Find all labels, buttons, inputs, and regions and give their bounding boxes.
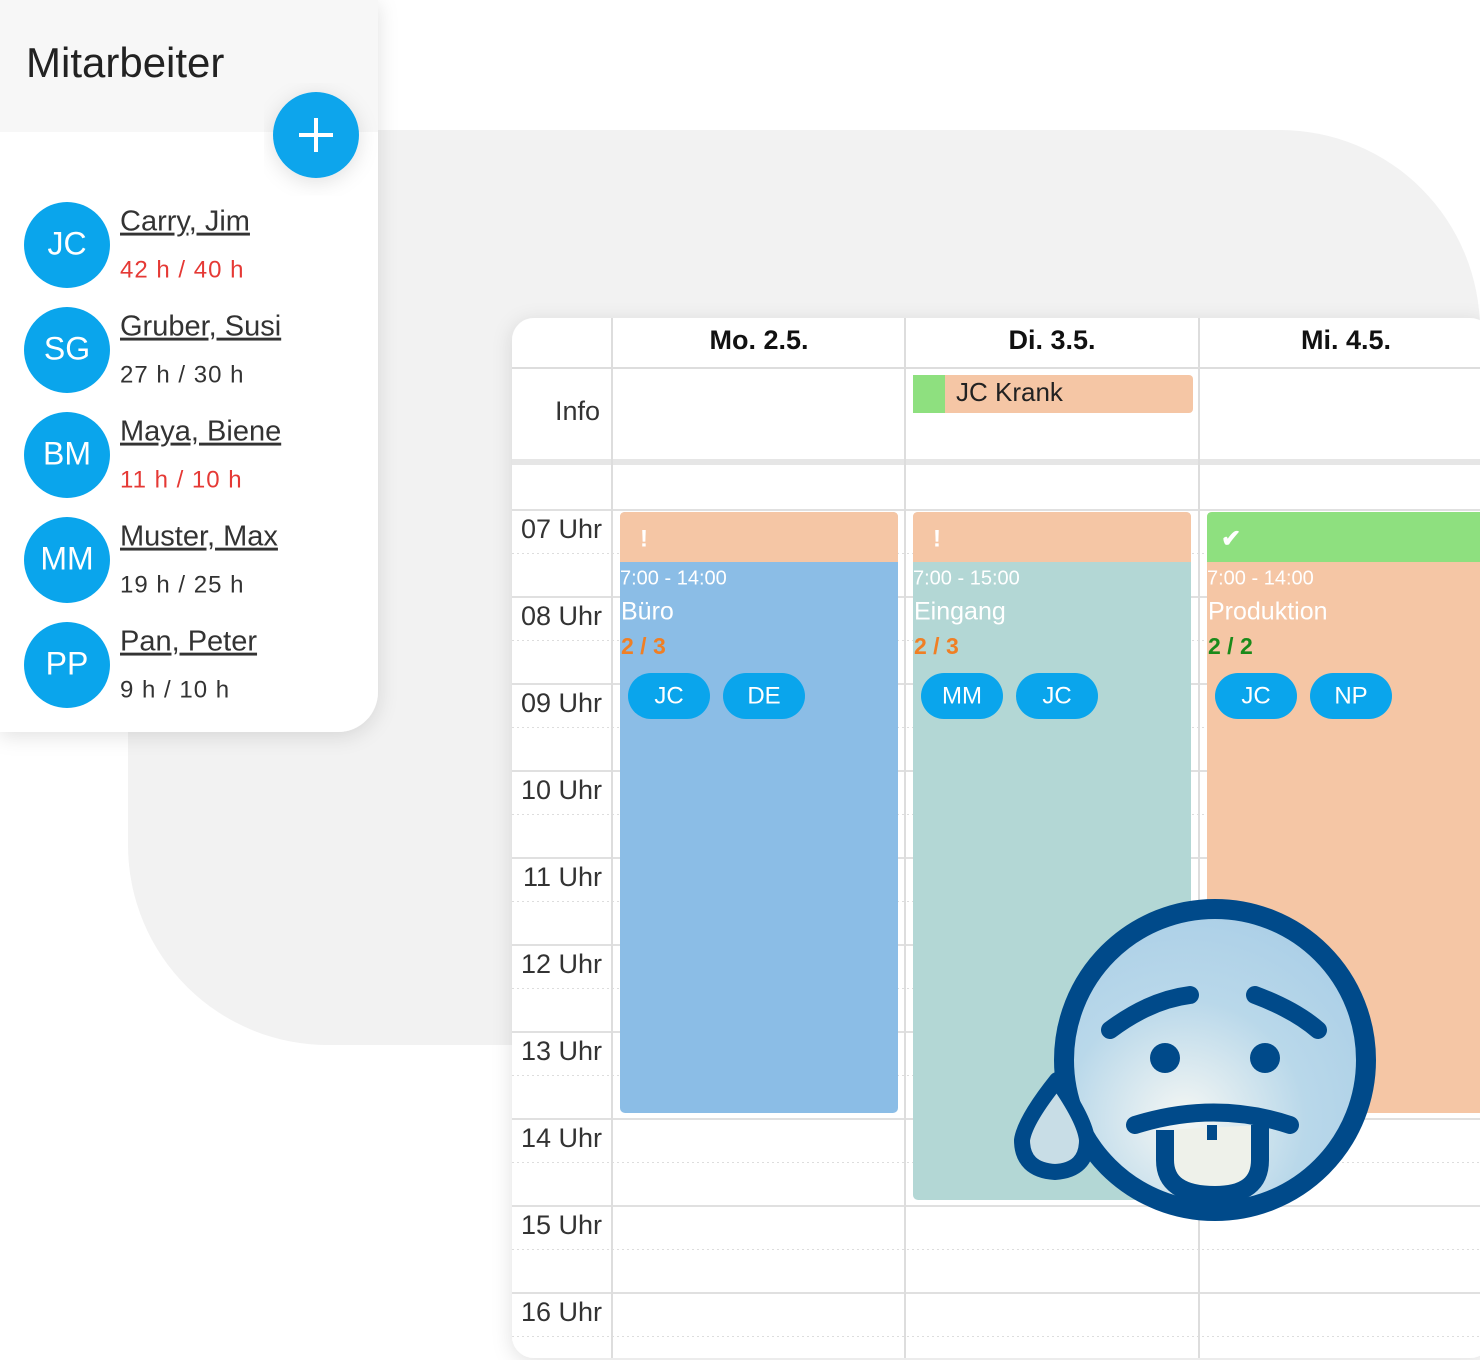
person-initials: JC bbox=[1241, 682, 1270, 709]
hour-label: 08 Uhr bbox=[521, 601, 602, 631]
shift-header bbox=[913, 512, 1191, 562]
employee-hours: 42 h / 40 h bbox=[120, 256, 244, 283]
avatar-initials: PP bbox=[46, 645, 89, 681]
avatar bbox=[24, 412, 110, 498]
shift-status: ! bbox=[933, 525, 941, 552]
info-event[interactable] bbox=[913, 375, 1193, 413]
employee-hours: 9 h / 10 h bbox=[120, 676, 230, 703]
shift-status: ! bbox=[640, 525, 648, 552]
shift-place: Produktion bbox=[1208, 598, 1328, 626]
day-label: Di. 3.5. bbox=[1008, 325, 1095, 355]
employee-name[interactable]: Carry, Jim bbox=[120, 206, 250, 238]
hour-label: 09 Uhr bbox=[521, 688, 602, 718]
day-label: Mi. 4.5. bbox=[1301, 325, 1391, 355]
person-pill[interactable] bbox=[723, 673, 805, 719]
person-initials: MM bbox=[942, 682, 982, 709]
info-event-marker bbox=[913, 375, 945, 413]
shift-header bbox=[1207, 512, 1480, 562]
hour-label: 16 Uhr bbox=[521, 1297, 602, 1327]
info-label: Info bbox=[555, 396, 600, 426]
day-label: Mo. 2.5. bbox=[709, 325, 808, 355]
employee-list: JC Carry, Jim 42 h / 40 h SG Gruber, Susi 27 … bbox=[24, 202, 281, 708]
employee-name[interactable]: Pan, Peter bbox=[120, 626, 257, 658]
person-initials: DE bbox=[747, 682, 780, 709]
person-initials: JC bbox=[1042, 682, 1071, 709]
avatar-initials: BM bbox=[43, 435, 91, 471]
employee-hours: 11 h / 10 h bbox=[120, 466, 243, 493]
person-initials: JC bbox=[654, 682, 683, 709]
calendar-grid: Info 07 Uhr 08 Uhr 09 Uhr 10 Uhr 11 Uhr 12 Uhr… bbox=[512, 318, 1480, 1358]
hour-label: 13 Uhr bbox=[521, 1036, 602, 1066]
employee-title: Mitarbeiter bbox=[26, 39, 224, 86]
add-icon[interactable] bbox=[299, 118, 333, 152]
hour-label: 12 Uhr bbox=[521, 949, 602, 979]
shift-staffing: 2 / 2 bbox=[1208, 633, 1253, 659]
shift-place: Eingang bbox=[914, 598, 1006, 626]
avatar-initials: JC bbox=[47, 225, 86, 261]
person-pill[interactable] bbox=[1016, 673, 1098, 719]
hour-label: 15 Uhr bbox=[521, 1210, 602, 1240]
employee-hours: 27 h / 30 h bbox=[120, 361, 244, 388]
avatar bbox=[24, 517, 110, 603]
sweat-emoji bbox=[1014, 899, 1376, 1221]
avatar-initials: SG bbox=[44, 330, 90, 366]
add-button[interactable] bbox=[273, 92, 359, 178]
employee-name[interactable]: Maya, Biene bbox=[120, 416, 281, 448]
shift-place: Büro bbox=[621, 598, 674, 626]
shift-time: 7:00 - 14:00 bbox=[620, 567, 727, 589]
hour-label: 07 Uhr bbox=[521, 514, 602, 544]
avatar bbox=[24, 202, 110, 288]
info-divider bbox=[512, 459, 1480, 465]
shift-staffing: 2 / 3 bbox=[621, 633, 666, 659]
hour-label: 11 Uhr bbox=[523, 862, 602, 892]
person-pill[interactable] bbox=[921, 673, 1003, 719]
shift-status: ✔ bbox=[1221, 525, 1241, 552]
shift-time: 7:00 - 15:00 bbox=[913, 567, 1020, 589]
avatar bbox=[24, 622, 110, 708]
employee-name[interactable]: Gruber, Susi bbox=[120, 311, 281, 343]
person-pill[interactable] bbox=[1215, 673, 1297, 719]
person-initials: NP bbox=[1334, 682, 1367, 709]
shift-block[interactable] bbox=[620, 512, 898, 1113]
info-event-text: JC Krank bbox=[956, 377, 1064, 407]
person-pill[interactable] bbox=[1310, 673, 1392, 719]
hour-label: 10 Uhr bbox=[521, 775, 602, 805]
avatar-initials: MM bbox=[40, 540, 93, 576]
avatar bbox=[24, 307, 110, 393]
shift-time: 7:00 - 14:00 bbox=[1207, 567, 1314, 589]
employee-name[interactable]: Muster, Max bbox=[120, 521, 278, 553]
person-pill[interactable] bbox=[628, 673, 710, 719]
hour-label: 14 Uhr bbox=[521, 1123, 602, 1153]
employee-hours: 19 h / 25 h bbox=[120, 571, 244, 598]
shift-header bbox=[620, 512, 898, 562]
shift-staffing: 2 / 3 bbox=[914, 633, 959, 659]
